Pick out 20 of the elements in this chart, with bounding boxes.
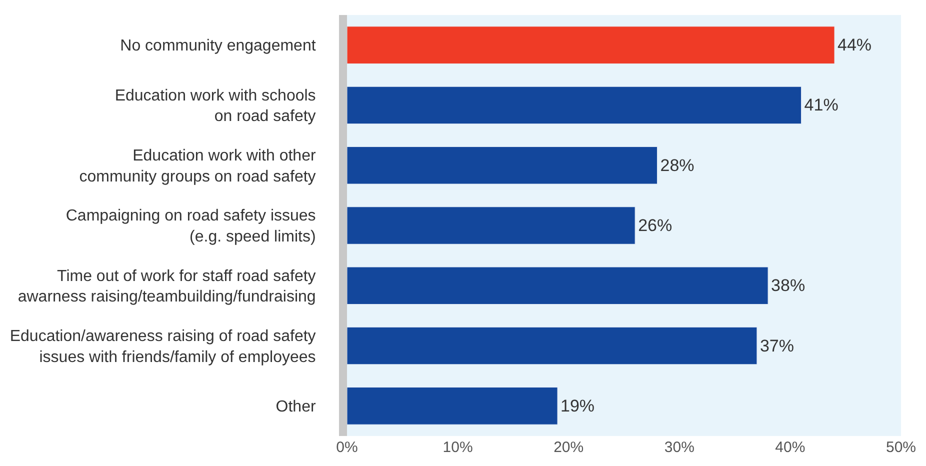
x-tick-label: 30% — [664, 439, 694, 456]
data-label: 26% — [638, 216, 672, 235]
x-tick-label: 20% — [554, 439, 584, 456]
y-tick-label: Time out of work for staff road safety awarness raising/teambuilding/fundraising — [18, 268, 316, 306]
y-tick-label: Education work with schools on road safety — [114, 87, 316, 126]
x-tick-label: 50% — [886, 439, 916, 456]
data-label: 38% — [771, 276, 806, 296]
x-tick-label: 0% — [336, 439, 358, 456]
y-tick-label: Education/awareness raising of road safety issues with friends/family of employees — [10, 328, 316, 366]
data-label: 44% — [838, 36, 872, 55]
data-label: 37% — [760, 336, 794, 356]
data-label: 41% — [804, 96, 838, 115]
data-label: 19% — [560, 396, 595, 416]
x-tick-label: 40% — [775, 439, 806, 456]
y-tick-label: Education work with other community groups on road safety — [79, 148, 316, 186]
data-label: 28% — [660, 156, 694, 175]
y-tick-label: No community engagement — [120, 38, 316, 55]
y-tick-label: Campaigning on road safety issues (e.g. speed limits) — [66, 208, 316, 246]
y-tick-label: Other — [276, 398, 316, 416]
x-tick-label: 10% — [442, 439, 473, 456]
